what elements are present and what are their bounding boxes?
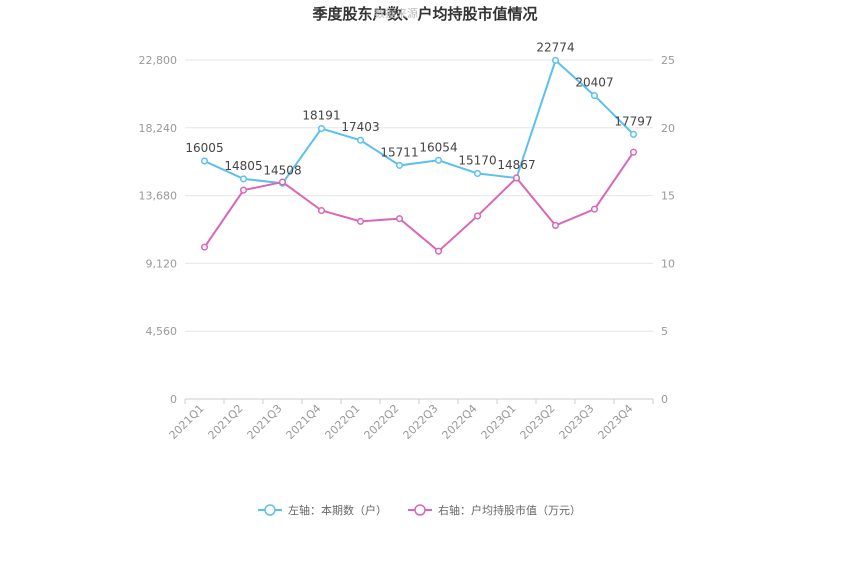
point-avg-holding bbox=[629, 148, 638, 156]
x-tick-label: 2022Q2 bbox=[362, 402, 402, 442]
point-avg-holding bbox=[395, 215, 404, 223]
point-households bbox=[200, 157, 209, 165]
x-tick-label: 2021Q1 bbox=[167, 402, 207, 442]
point-households bbox=[551, 56, 560, 64]
data-label: 14508 bbox=[263, 163, 301, 177]
y-left-tick-label: 9,120 bbox=[146, 257, 178, 270]
y-left-tick-label: 0 bbox=[170, 393, 177, 406]
point-avg-holding bbox=[512, 174, 521, 182]
data-label: 17403 bbox=[341, 120, 379, 134]
point-households bbox=[395, 161, 404, 169]
y-right-tick-label: 15 bbox=[661, 190, 675, 203]
point-avg-holding bbox=[356, 217, 365, 225]
point-avg-holding bbox=[200, 243, 209, 251]
data-label: 15711 bbox=[380, 145, 418, 159]
axes: 0 4,560 9,120 13,680 18,240 22,800 0 5 10 15 20 25 2… bbox=[139, 54, 676, 442]
point-households bbox=[434, 156, 443, 164]
point-avg-holding bbox=[551, 221, 560, 229]
point-households bbox=[317, 124, 326, 133]
y-right-tick-label: 0 bbox=[661, 393, 668, 406]
series-lines bbox=[200, 56, 638, 255]
data-label: 16005 bbox=[185, 141, 223, 155]
legend-label: 左轴：本期数（户） bbox=[288, 503, 387, 517]
point-avg-holding bbox=[434, 247, 443, 255]
y-left-tick-label: 13,680 bbox=[139, 190, 178, 203]
y-right-tick-label: 10 bbox=[661, 257, 675, 270]
legend[interactable]: 左轴：本期数（户） 右轴：户均持股市值（万元） bbox=[258, 503, 581, 517]
x-tick-label: 2023Q1 bbox=[479, 402, 519, 442]
legend-circle-marker bbox=[264, 504, 276, 516]
series-line-avg-holding bbox=[203, 151, 635, 253]
x-tick-label: 2022Q1 bbox=[323, 402, 363, 442]
data-label: 14867 bbox=[497, 158, 535, 172]
chart-title: 季度股东户数、户均持股市值情况 bbox=[312, 5, 537, 23]
data-label: 15170 bbox=[458, 153, 496, 167]
legend-label: 右轴：户均持股市值（万元） bbox=[438, 503, 581, 517]
point-households bbox=[356, 136, 365, 144]
point-avg-holding bbox=[278, 178, 287, 186]
legend-item[interactable]: 左轴：本期数（户） bbox=[258, 503, 387, 517]
data-label: 20407 bbox=[575, 76, 613, 90]
x-tick-label: 2023Q4 bbox=[596, 402, 636, 442]
point-avg-holding bbox=[473, 212, 482, 220]
y-left-tick-label: 4,560 bbox=[146, 325, 178, 338]
legend-circle-marker bbox=[414, 504, 426, 516]
data-label: 18191 bbox=[302, 109, 340, 123]
x-tick-label: 2022Q4 bbox=[440, 402, 480, 442]
data-label: 14805 bbox=[224, 159, 262, 173]
point-households bbox=[239, 175, 248, 183]
point-households bbox=[629, 130, 638, 138]
x-tick-label: 2023Q2 bbox=[518, 402, 558, 442]
x-tick-label: 2021Q4 bbox=[284, 402, 324, 442]
x-tick-label: 2021Q3 bbox=[245, 402, 285, 442]
point-avg-holding bbox=[590, 205, 599, 213]
y-right-tick-label: 25 bbox=[661, 54, 675, 67]
data-label: 16054 bbox=[419, 140, 457, 154]
point-avg-holding bbox=[239, 186, 248, 194]
y-left-tick-label: 18,240 bbox=[139, 122, 178, 135]
y-right-tick-label: 5 bbox=[661, 325, 668, 338]
y-left-tick-label: 22,800 bbox=[139, 54, 178, 67]
grid-lines bbox=[185, 59, 653, 332]
data-label: 22774 bbox=[536, 40, 574, 54]
data-label: 17797 bbox=[614, 114, 652, 128]
point-households bbox=[473, 169, 482, 177]
x-tick-label: 2022Q3 bbox=[401, 402, 441, 442]
point-households bbox=[590, 92, 599, 100]
x-tick-label: 2021Q2 bbox=[206, 402, 246, 442]
legend-item[interactable]: 右轴：户均持股市值（万元） bbox=[408, 503, 581, 517]
y-right-tick-label: 20 bbox=[661, 122, 675, 135]
point-avg-holding bbox=[317, 206, 326, 215]
x-tick-label: 2023Q3 bbox=[557, 402, 597, 442]
watermark-text: 数据来源 bbox=[374, 6, 418, 20]
